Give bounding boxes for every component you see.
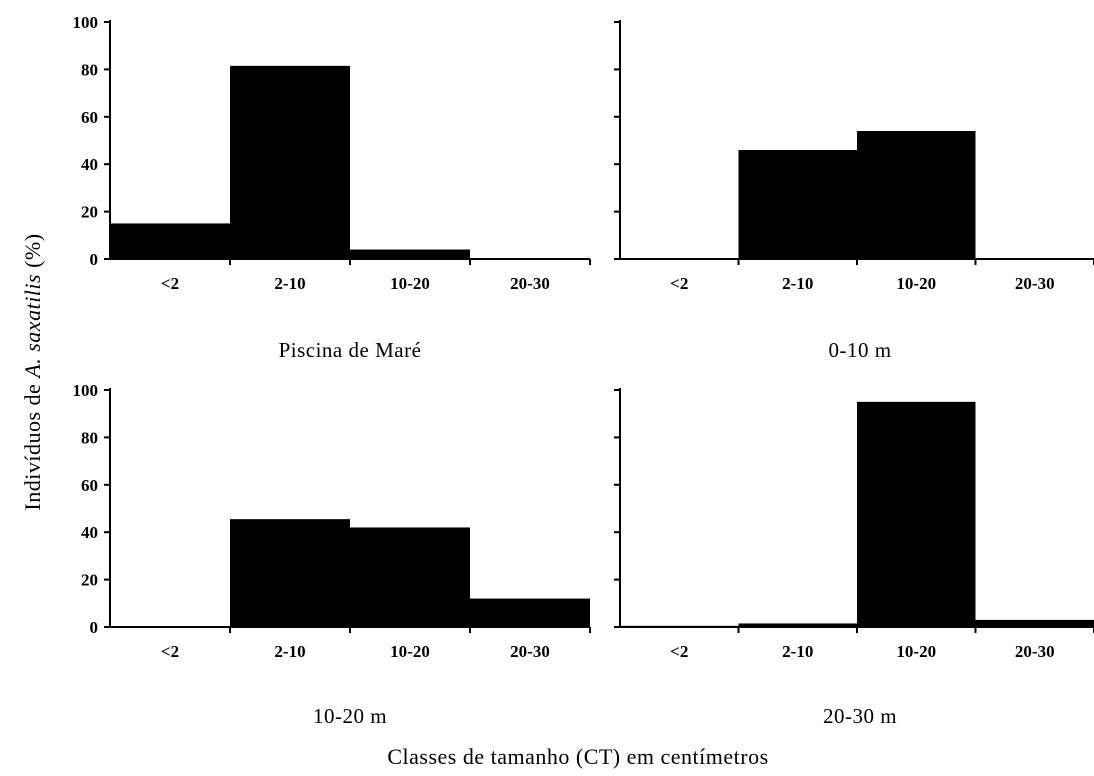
x-axis-title: Classes de tamanho (CT) em centímetros [387, 744, 768, 769]
y-axis-title-species: A. saxatilis [20, 274, 45, 380]
x-tick-label: 2-10 [782, 274, 813, 293]
chart-panel-3: 0 20 40 60 80 100 <2 2-10 10-20 20-30 10-20 m [73, 381, 591, 728]
y-axis-title: Indivíduos de A. saxatilis (%) [20, 233, 45, 510]
chart-panel-4: <2 2-10 10-20 20-30 20-30 m [614, 388, 1094, 728]
y-tick-label: 40 [81, 155, 98, 174]
bar-2 [110, 223, 230, 259]
x-tick-label: 2-10 [782, 642, 813, 661]
y-tick-label: 20 [81, 203, 98, 222]
x-tick-label: 20-30 [1015, 274, 1055, 293]
y-tick-label: 0 [90, 250, 99, 269]
y-tick-label: 80 [81, 60, 98, 79]
bar-210 [738, 623, 857, 627]
y-tick-label: 100 [73, 381, 99, 400]
bar-1020 [350, 527, 470, 627]
y-tick-label: 40 [81, 523, 98, 542]
bar-210 [230, 65, 350, 259]
y-tick-label: 0 [90, 618, 99, 637]
panel-title: 20-30 m [823, 704, 897, 728]
y-axis-title-prefix: Indivíduos de [20, 378, 45, 511]
panel-title: 0-10 m [828, 338, 891, 362]
x-tick-label: 20-30 [1015, 642, 1055, 661]
x-tick-label: 20-30 [510, 274, 550, 293]
panel-title: Piscina de Maré [279, 338, 422, 362]
y-tick-label: 80 [81, 428, 98, 447]
bar-2030 [975, 619, 1094, 627]
bar-1020 [857, 131, 976, 259]
y-tick-label: 60 [81, 476, 98, 495]
bar-1020 [857, 401, 976, 627]
panel-title: 10-20 m [313, 704, 387, 728]
y-tick-label: 100 [73, 13, 99, 32]
bar-2030 [470, 598, 590, 627]
x-tick-label: 20-30 [510, 642, 550, 661]
chart-panel-1: 0 20 40 60 80 100 <2 2-10 10-20 20-30 Piscina de M… [73, 13, 591, 362]
x-tick-label: <2 [670, 274, 688, 293]
x-tick-label: 2-10 [274, 274, 305, 293]
y-axis-title-suffix: (%) [20, 233, 45, 273]
y-tick-label: 20 [81, 571, 98, 590]
bar-210 [230, 519, 350, 627]
bar-210 [738, 149, 857, 259]
x-tick-label: <2 [670, 642, 688, 661]
bar-1020 [350, 249, 470, 259]
chart-panels: 0 20 40 60 80 100 <2 2-10 10-20 20-30 Piscina de M… [73, 13, 1094, 728]
x-tick-label: 10-20 [896, 642, 936, 661]
x-tick-label: 10-20 [896, 274, 936, 293]
y-tick-label: 60 [81, 108, 98, 127]
x-tick-label: <2 [161, 274, 179, 293]
chart-panel-2: <2 2-10 10-20 20-30 0-10 m [614, 20, 1094, 362]
x-tick-label: 2-10 [274, 642, 305, 661]
x-tick-label: 10-20 [390, 274, 430, 293]
x-tick-label: 10-20 [390, 642, 430, 661]
x-tick-label: <2 [161, 642, 179, 661]
